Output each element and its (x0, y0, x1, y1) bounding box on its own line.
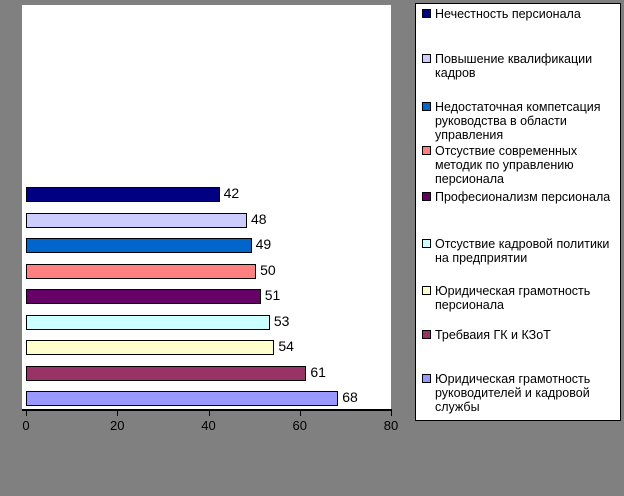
legend-marker-icon (422, 54, 431, 63)
legend-marker-icon (422, 374, 431, 383)
legend-marker-icon (422, 102, 431, 111)
bar-value-label: 50 (260, 262, 276, 278)
bar-1 (26, 187, 220, 202)
bar-value-label: 48 (251, 211, 267, 227)
bar-3 (26, 238, 252, 253)
x-axis-tick-label: 60 (292, 418, 307, 433)
x-axis-tick (26, 411, 27, 416)
legend-item-label: Недостаточная компетсация руководства в … (435, 100, 601, 142)
legend-item-label: Требваия ГК и КЗоТ (435, 328, 551, 342)
legend-item: Недостаточная компетсация руководства в … (422, 100, 601, 142)
legend-item: Отсуствие кадровой политики на предприят… (422, 237, 609, 265)
x-axis-tick (117, 411, 119, 416)
legend-item-label: Повышение квалификации кадров (435, 52, 593, 80)
x-axis-tick-label: 20 (110, 418, 125, 433)
bar-value-label: 54 (278, 338, 294, 354)
legend-item: Юридическая грамотность персионала (422, 284, 590, 312)
legend-item-label: Юридическая грамотность руководителей и … (435, 372, 591, 414)
bar-value-label: 42 (223, 185, 240, 201)
legend-item: Нечестность персионала (422, 7, 581, 21)
legend-marker-icon (422, 330, 431, 339)
plot-area: 42 48 49 50 51 53 54 61 68 (22, 5, 391, 409)
bar-value-label: 61 (310, 364, 326, 380)
bar-5 (26, 289, 261, 304)
bar-8 (26, 366, 307, 381)
legend-item-label: Отсуствие кадровой политики на предприят… (435, 237, 610, 265)
legend-item: Требваия ГК и КЗоТ (422, 328, 551, 342)
legend-item: Професионализм персионала (422, 190, 610, 204)
bar-value-label: 49 (255, 236, 272, 252)
bar-value-label: 53 (273, 313, 290, 329)
x-axis-tick-label: 0 (22, 418, 30, 433)
bar-value-label: 51 (264, 287, 281, 303)
legend-marker-icon (422, 146, 431, 155)
legend-item: Отсуствие современных методик по управле… (422, 144, 577, 186)
legend-item-label: Професионализм персионала (435, 190, 611, 204)
legend-marker-icon (422, 192, 431, 201)
x-axis-tick-label: 40 (201, 418, 216, 433)
bar-value-label: 68 (342, 389, 358, 405)
bar-2 (26, 213, 247, 228)
legend-marker-icon (422, 9, 431, 18)
legend-marker-icon (422, 239, 431, 248)
legend-item-label: Нечестность персионала (435, 7, 581, 21)
x-axis-tick (299, 411, 301, 416)
legend-item: Повышение квалификации кадров (422, 52, 592, 80)
legend: Нечестность персионала Повышение квалифик… (415, 3, 621, 421)
bar-9 (26, 391, 339, 406)
bar-6 (26, 315, 270, 330)
legend-item: Юридическая грамотность руководителей и … (422, 372, 590, 414)
x-axis-line (22, 409, 392, 411)
x-axis-tick (391, 411, 392, 416)
bar-4 (26, 264, 257, 279)
legend-item-label: Юридическая грамотность персионала (435, 284, 591, 312)
legend-marker-icon (422, 286, 431, 295)
x-axis-tick-label: 80 (383, 418, 399, 433)
legend-item-label: Отсуствие современных методик по управле… (435, 144, 578, 186)
bar-7 (26, 340, 275, 355)
x-axis-tick (208, 411, 210, 416)
